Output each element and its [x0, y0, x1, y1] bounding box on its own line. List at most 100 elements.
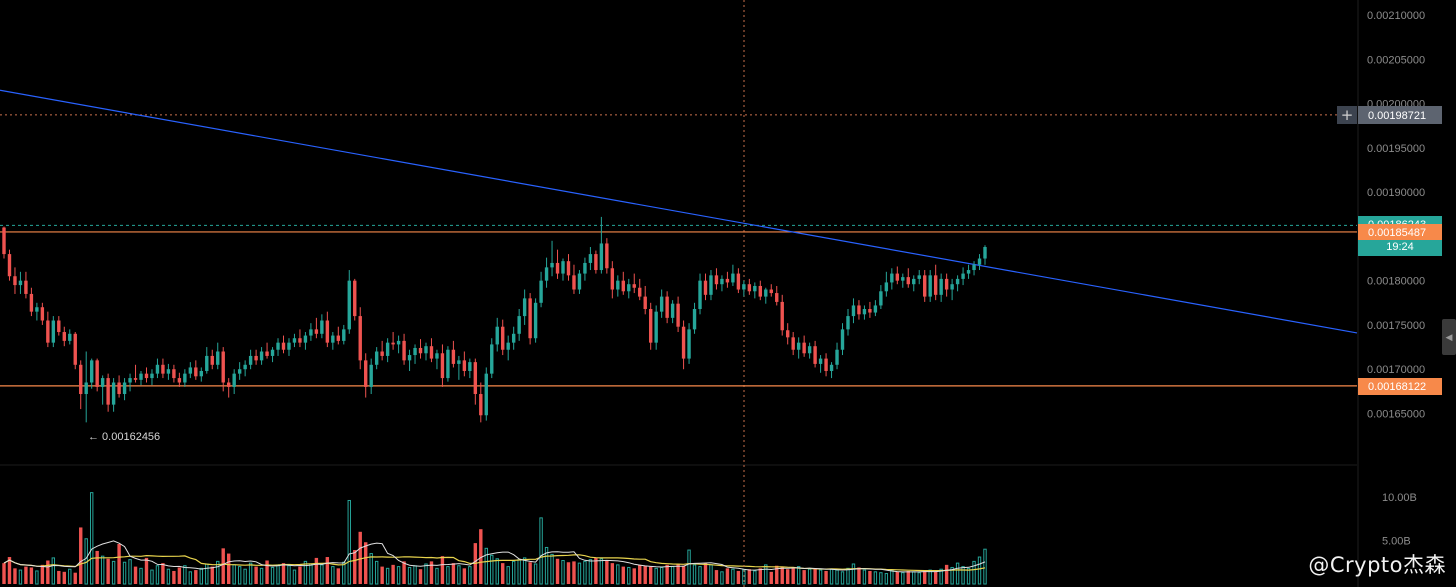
volume-bar: [933, 571, 938, 584]
volume-bar: [128, 559, 132, 585]
candle-body: [862, 308, 867, 315]
volume-bar: [298, 566, 302, 584]
candle-body: [544, 267, 549, 281]
volume-bar: [243, 568, 247, 585]
volume-bar: [917, 572, 921, 585]
candle-body: [95, 360, 99, 387]
crosshair-price-text: 0.00198721: [1368, 110, 1426, 122]
candle-body: [599, 243, 604, 271]
collapse-panel-handle[interactable]: ◀: [1442, 319, 1456, 355]
candle-body: [764, 289, 768, 297]
candle-body: [807, 346, 812, 354]
volume-bar: [544, 546, 549, 585]
volume-bar: [429, 561, 434, 584]
candle-body: [276, 342, 280, 350]
volume-bar: [599, 558, 604, 585]
candle-body: [736, 273, 741, 290]
candle-body: [155, 364, 160, 374]
volume-bar: [572, 561, 576, 584]
volume-bar: [347, 499, 351, 585]
candle-body: [528, 298, 532, 339]
volume-tick-label: 5.00B: [1382, 536, 1411, 548]
candle-body: [665, 296, 669, 318]
candle-body: [13, 276, 17, 286]
candle-body: [857, 305, 861, 315]
candle-body: [336, 335, 341, 341]
price-tick-label: 0.00190000: [1367, 187, 1425, 199]
volume-bar: [396, 566, 401, 585]
volume-bar: [221, 548, 225, 584]
volume-bar: [29, 567, 34, 584]
volume-bar: [440, 556, 445, 584]
candle-body: [429, 346, 434, 359]
candle-body: [786, 330, 790, 338]
volume-bar: [2, 563, 6, 584]
volume-bar: [484, 547, 488, 585]
candle-body: [259, 351, 264, 361]
volume-bar: [873, 571, 878, 585]
volume-bar: [331, 566, 335, 585]
candle-body: [824, 358, 828, 371]
price-tick-label: 0.00205000: [1367, 54, 1425, 66]
volume-bar: [402, 561, 406, 584]
candle-body: [402, 340, 406, 361]
candle-body: [199, 370, 203, 377]
candle-body: [676, 303, 680, 327]
add-alert-button[interactable]: [1337, 106, 1357, 124]
candle-body: [977, 258, 982, 265]
candle-body: [205, 355, 209, 371]
candlesticks: [2, 216, 987, 423]
candle-body: [648, 308, 653, 343]
candle-body: [150, 373, 154, 379]
candle-body: [681, 326, 686, 359]
candle-body: [451, 349, 456, 364]
volume-bar: [807, 568, 812, 585]
volume-bar: [561, 560, 565, 585]
horizontal-lines: [0, 0, 1358, 587]
volume-bar: [906, 570, 910, 584]
volume-bar: [583, 560, 587, 585]
volume-bar: [479, 529, 483, 584]
candle-body: [714, 275, 719, 285]
crosshair-price-tag: [1358, 106, 1442, 124]
candle-body: [374, 351, 379, 365]
candle-body: [961, 273, 965, 279]
volume-bar: [95, 550, 99, 584]
candle-body: [923, 275, 927, 297]
volume-bar: [462, 568, 467, 584]
candle-body: [287, 342, 291, 350]
volume-bar: [451, 563, 456, 584]
level-price-tag: [1358, 378, 1442, 395]
last-price-text: 0.00185487: [1368, 227, 1426, 239]
candle-body: [314, 329, 319, 334]
candle-body: [248, 355, 253, 365]
candle-body: [73, 333, 77, 365]
candle-body: [128, 378, 132, 383]
candle-body: [457, 360, 461, 364]
volume-bar: [7, 557, 12, 584]
candle-body: [216, 351, 220, 365]
candle-body: [385, 342, 390, 356]
candle-body: [851, 305, 856, 317]
volume-bar: [226, 553, 231, 584]
volume-bar: [753, 570, 757, 585]
candle-body: [265, 351, 269, 356]
volume-bar: [501, 563, 505, 584]
price-tick-label: 0.00195000: [1367, 143, 1425, 155]
candle-body: [133, 378, 138, 380]
candle-body: [670, 303, 675, 318]
volume-bars: [2, 492, 987, 585]
volume-bar: [621, 566, 625, 584]
volume-bar: [796, 566, 801, 585]
candle-body: [539, 280, 543, 303]
volume-bar: [24, 566, 28, 584]
volume-bar: [248, 562, 253, 585]
candle-body: [692, 308, 697, 330]
candle-body: [331, 335, 335, 343]
candle-body: [890, 273, 894, 283]
volume-bar: [879, 572, 883, 585]
volume-bar: [824, 570, 828, 584]
volume-bar: [966, 567, 971, 585]
volume-bar: [851, 563, 856, 585]
